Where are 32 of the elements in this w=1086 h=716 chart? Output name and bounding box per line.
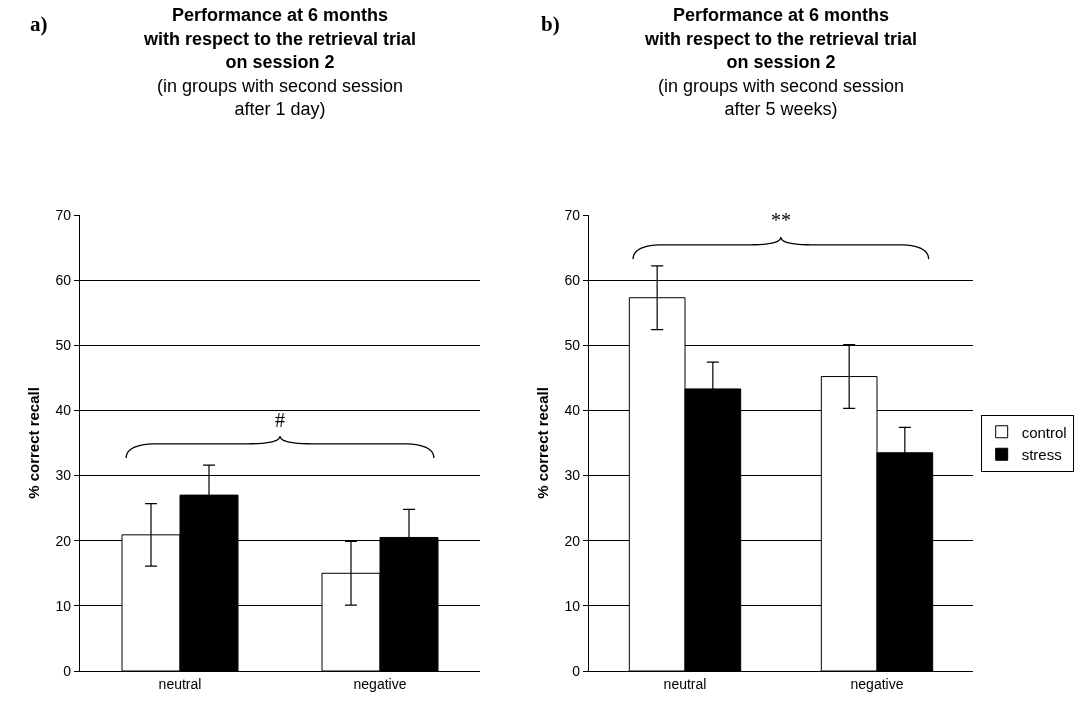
y-tick-label: 40 <box>55 402 72 419</box>
chart-title: Performance at 6 months with respect to the retrieval trial on session 2 <box>643 5 918 73</box>
y-tick-label: 30 <box>55 467 72 484</box>
chart-title: Performance at 6 months with respect to the retrieval trial on session 2 <box>142 5 417 73</box>
y-tick-label: 20 <box>564 532 581 549</box>
y-tick-label: 30 <box>564 467 581 484</box>
y-tick-label: 0 <box>63 662 72 679</box>
x-tick-label: negative <box>353 676 407 692</box>
legend-label: stress <box>1021 446 1062 464</box>
annotation: ** <box>771 209 791 231</box>
y-tick-label: 10 <box>564 597 581 614</box>
chart-subtitle: (in groups with second session after 5 weeks) <box>657 75 905 120</box>
y-tick-label: 20 <box>55 532 72 549</box>
y-axis-title: % correct recall <box>533 387 551 499</box>
y-tick-label: 70 <box>564 206 581 223</box>
x-tick-label: neutral <box>158 676 202 692</box>
y-tick-label: 50 <box>55 337 72 354</box>
legend-label: control <box>1021 423 1067 441</box>
text: a) <box>30 12 48 36</box>
y-tick-label: 60 <box>55 272 72 289</box>
text: b) <box>541 12 560 36</box>
y-tick-label: 70 <box>55 206 72 223</box>
y-axis-title: % correct recall <box>24 387 42 499</box>
y-tick-label: 60 <box>564 272 581 289</box>
y-tick-label: 10 <box>55 597 72 614</box>
y-tick-label: 0 <box>572 662 581 679</box>
chart-subtitle: (in groups with second session after 1 day) <box>156 75 404 120</box>
x-tick-label: neutral <box>663 676 707 692</box>
annotation: # <box>275 409 285 431</box>
x-tick-label: negative <box>850 676 904 692</box>
y-tick-label: 40 <box>564 402 581 419</box>
y-tick-label: 50 <box>564 337 581 354</box>
